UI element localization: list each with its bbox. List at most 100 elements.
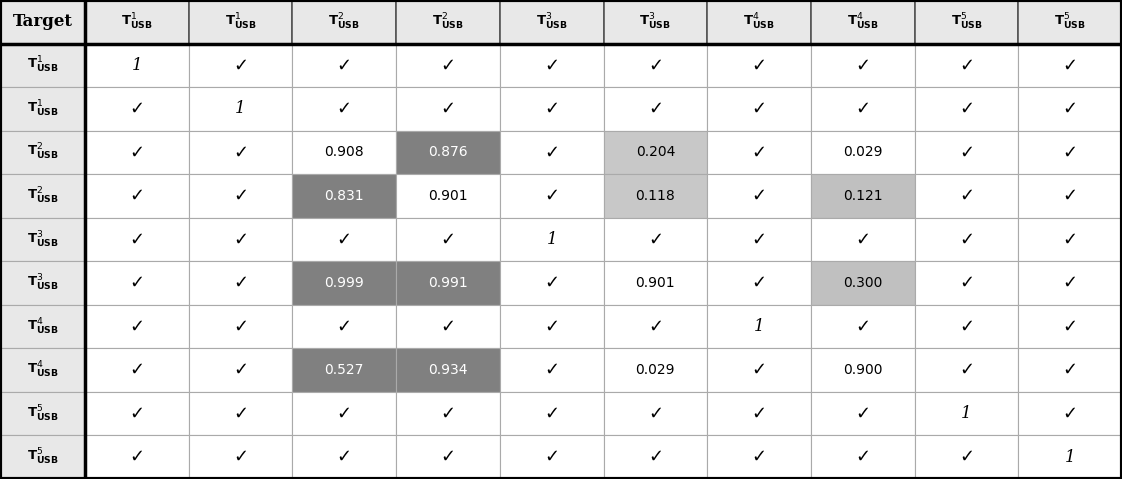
Text: ✓: ✓: [752, 187, 766, 205]
Text: ✓: ✓: [441, 405, 456, 422]
Text: 1: 1: [1065, 449, 1076, 466]
Text: 1: 1: [131, 57, 142, 74]
Bar: [85, 87, 188, 131]
Text: ✓: ✓: [959, 143, 974, 161]
Text: 0.901: 0.901: [429, 189, 468, 203]
Bar: [914, 131, 1019, 174]
Text: ✓: ✓: [959, 57, 974, 74]
Bar: [707, 435, 811, 479]
Bar: [0, 392, 85, 435]
Bar: [0, 218, 85, 261]
Text: Target: Target: [12, 13, 73, 30]
Bar: [85, 44, 188, 87]
Bar: [499, 44, 604, 87]
Bar: [914, 435, 1019, 479]
Bar: [1019, 435, 1122, 479]
Bar: [707, 348, 811, 392]
Text: ✓: ✓: [1063, 361, 1078, 379]
Text: ✓: ✓: [752, 100, 766, 118]
Bar: [811, 174, 914, 218]
Bar: [499, 87, 604, 131]
Bar: [0, 261, 85, 305]
Text: $\mathbf{T}^{5}_{\mathbf{USB}}$: $\mathbf{T}^{5}_{\mathbf{USB}}$: [950, 11, 983, 32]
Bar: [914, 174, 1019, 218]
Text: $\mathbf{T}^{5}_{\mathbf{USB}}$: $\mathbf{T}^{5}_{\mathbf{USB}}$: [27, 404, 58, 424]
Text: 0.934: 0.934: [429, 363, 468, 377]
Bar: [707, 218, 811, 261]
Bar: [499, 305, 604, 348]
Bar: [499, 392, 604, 435]
Bar: [188, 0, 293, 44]
Text: ✓: ✓: [129, 448, 145, 466]
Text: ✓: ✓: [1063, 318, 1078, 336]
Text: ✓: ✓: [544, 187, 559, 205]
Bar: [604, 87, 707, 131]
Text: ✓: ✓: [544, 448, 559, 466]
Text: ✓: ✓: [544, 318, 559, 336]
Text: ✓: ✓: [129, 143, 145, 161]
Text: ✓: ✓: [855, 318, 871, 336]
Text: ✓: ✓: [129, 187, 145, 205]
Text: ✓: ✓: [752, 230, 766, 249]
Text: ✓: ✓: [647, 100, 663, 118]
Bar: [188, 131, 293, 174]
Bar: [0, 131, 85, 174]
Text: 0.118: 0.118: [635, 189, 675, 203]
Bar: [604, 131, 707, 174]
Text: $\mathbf{T}^{3}_{\mathbf{USB}}$: $\mathbf{T}^{3}_{\mathbf{USB}}$: [536, 11, 568, 32]
Bar: [188, 261, 293, 305]
Text: 0.900: 0.900: [843, 363, 883, 377]
Bar: [293, 305, 396, 348]
Text: ✓: ✓: [855, 230, 871, 249]
Text: $\mathbf{T}^{2}_{\mathbf{USB}}$: $\mathbf{T}^{2}_{\mathbf{USB}}$: [329, 11, 360, 32]
Text: ✓: ✓: [233, 274, 248, 292]
Bar: [0, 44, 85, 87]
Text: ✓: ✓: [959, 448, 974, 466]
Text: ✓: ✓: [233, 448, 248, 466]
Bar: [396, 261, 499, 305]
Bar: [85, 0, 188, 44]
Text: $\mathbf{T}^{4}_{\mathbf{USB}}$: $\mathbf{T}^{4}_{\mathbf{USB}}$: [743, 11, 775, 32]
Text: $\mathbf{T}^{2}_{\mathbf{USB}}$: $\mathbf{T}^{2}_{\mathbf{USB}}$: [27, 186, 58, 206]
Text: ✓: ✓: [337, 57, 352, 74]
Text: ✓: ✓: [1063, 405, 1078, 422]
Text: ✓: ✓: [1063, 187, 1078, 205]
Text: ✓: ✓: [441, 318, 456, 336]
Bar: [85, 435, 188, 479]
Bar: [811, 87, 914, 131]
Text: $\mathbf{T}^{3}_{\mathbf{USB}}$: $\mathbf{T}^{3}_{\mathbf{USB}}$: [27, 229, 58, 250]
Bar: [604, 174, 707, 218]
Bar: [914, 305, 1019, 348]
Bar: [604, 44, 707, 87]
Text: 0.999: 0.999: [324, 276, 365, 290]
Bar: [396, 0, 499, 44]
Bar: [188, 392, 293, 435]
Bar: [0, 87, 85, 131]
Bar: [0, 305, 85, 348]
Text: ✓: ✓: [544, 274, 559, 292]
Bar: [604, 261, 707, 305]
Text: $\mathbf{T}^{5}_{\mathbf{USB}}$: $\mathbf{T}^{5}_{\mathbf{USB}}$: [1055, 11, 1086, 32]
Text: ✓: ✓: [233, 405, 248, 422]
Text: 0.876: 0.876: [429, 146, 468, 160]
Bar: [396, 218, 499, 261]
Bar: [811, 348, 914, 392]
Bar: [1019, 305, 1122, 348]
Text: ✓: ✓: [959, 187, 974, 205]
Bar: [293, 0, 396, 44]
Text: 1: 1: [754, 318, 764, 335]
Text: 0.121: 0.121: [843, 189, 883, 203]
Text: ✓: ✓: [647, 448, 663, 466]
Bar: [396, 87, 499, 131]
Text: ✓: ✓: [544, 143, 559, 161]
Bar: [188, 218, 293, 261]
Bar: [396, 435, 499, 479]
Text: $\mathbf{T}^{4}_{\mathbf{USB}}$: $\mathbf{T}^{4}_{\mathbf{USB}}$: [27, 317, 58, 337]
Text: 0.029: 0.029: [636, 363, 675, 377]
Text: ✓: ✓: [959, 100, 974, 118]
Text: ✓: ✓: [752, 274, 766, 292]
Text: ✓: ✓: [441, 230, 456, 249]
Bar: [604, 435, 707, 479]
Text: $\mathbf{T}^{2}_{\mathbf{USB}}$: $\mathbf{T}^{2}_{\mathbf{USB}}$: [432, 11, 463, 32]
Text: $\mathbf{T}^{1}_{\mathbf{USB}}$: $\mathbf{T}^{1}_{\mathbf{USB}}$: [27, 55, 58, 75]
